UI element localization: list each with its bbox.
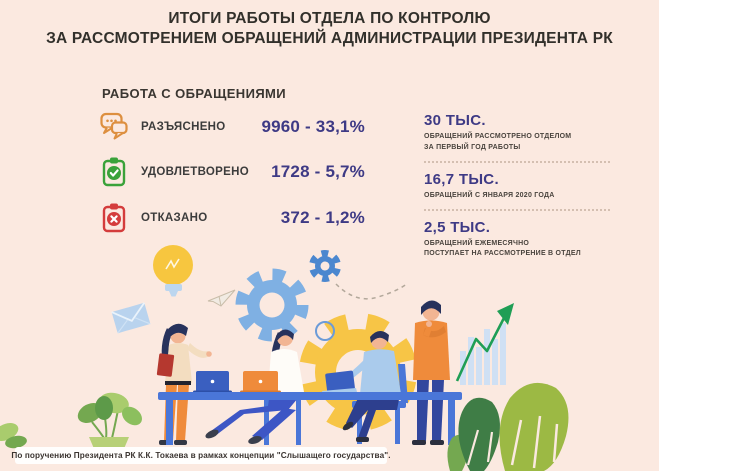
laptop-tilted-illustration xyxy=(322,370,357,394)
gear-icon-large-blue xyxy=(235,268,309,342)
dotted-divider xyxy=(424,208,610,211)
stat-label: УДОВЛЕТВОРЕНО xyxy=(141,166,249,178)
stat-row-explained: РАЗЪЯСНЕНО 9960 - 33,1% xyxy=(99,110,365,144)
total-desc-text: ОТДЕЛОМ xyxy=(532,133,572,140)
chat-bubbles-icon xyxy=(100,112,128,139)
total-value: 16,7 ТЫС. xyxy=(424,170,499,188)
total-desc-line2: ЗА ПЕРВЫЙ ГОД РАБОТЫ xyxy=(424,143,521,151)
paper-plane-icon xyxy=(207,289,236,307)
work-section-heading: РАБОТА С ОБРАЩЕНИЯМИ xyxy=(102,86,287,101)
plant-pot-illustration xyxy=(77,392,142,451)
stat-label: ОТКАЗАНО xyxy=(141,212,208,224)
total-desc-text: ОБРАЩЕНИЙ С ЯНВАРЯ 2020 ГОДА xyxy=(424,191,555,199)
total-value: 2,5 ТЫС. xyxy=(424,218,491,236)
office-team-illustration xyxy=(0,245,569,471)
total-desc-bold: ЕЖЕМЕСЯЧНО xyxy=(474,239,530,247)
growth-chart-illustration xyxy=(455,303,514,385)
trend-line xyxy=(455,315,507,382)
total-value: 30 ТЫС. xyxy=(424,112,486,129)
total-desc-text: ОБРАЩЕНИЙ xyxy=(424,239,475,247)
stat-value: 372 - 1,2% xyxy=(280,208,365,227)
total-desc-text: ОБРАЩЕНИЙ xyxy=(424,133,475,140)
sitting-man-illustration xyxy=(339,330,401,442)
total-description: ОБРАЩЕНИЙ РАССМОТРЕНО ОТДЕЛОМ ЗА ПЕРВЫЙ … xyxy=(424,132,610,154)
total-desc-bold: РАССМОТРЕНО xyxy=(474,133,533,140)
green-arrow-icon xyxy=(497,303,514,325)
circle-outline-decoration xyxy=(315,321,335,341)
clipboard-check-icon xyxy=(102,157,126,186)
total-desc-line2: ПОСТУПАЕТ НА РАССМОТРЕНИЕ В ОТДЕЛ xyxy=(424,250,581,258)
laptop-navy-illustration xyxy=(193,371,232,394)
total-block-first-year: 30 ТЫС. ОБРАЩЕНИЙ РАССМОТРЕНО ОТДЕЛОМ ЗА… xyxy=(424,112,610,154)
stat-label: РАЗЪЯСНЕНО xyxy=(141,121,226,133)
table-illustration xyxy=(158,392,462,445)
footer-caption-box: По поручению Президента РК К.К. Токаева … xyxy=(11,447,390,464)
dashed-path-decoration xyxy=(335,282,409,300)
total-block-since-2020: 16,7 ТЫС. ОБРАЩЕНИЙ С ЯНВАРЯ 2020 ГОДА xyxy=(424,171,610,202)
total-block-monthly: 2,5 ТЫС. ОБРАЩЕНИЙ ЕЖЕМЕСЯЧНО ПОСТУПАЕТ … xyxy=(424,219,610,261)
totals-column: 30 ТЫС. ОБРАЩЕНИЙ РАССМОТРЕНО ОТДЕЛОМ ЗА… xyxy=(424,112,610,260)
page-title: ИТОГИ РАБОТЫ ОТДЕЛА ПО КОНТРОЛЮ ЗА РАССМ… xyxy=(0,9,659,49)
standing-man-illustration xyxy=(412,300,450,445)
gear-icon-small-blue xyxy=(309,250,341,282)
corner-leaves-illustration xyxy=(0,422,27,449)
dotted-divider xyxy=(424,160,610,163)
footer-caption-text: По поручению Президента РК К.К. Токаева … xyxy=(11,451,391,460)
laptop-orange-illustration xyxy=(240,371,281,394)
clipboard-cross-icon xyxy=(102,203,126,232)
lightbulb-icon xyxy=(153,245,193,297)
stat-value: 9960 - 33,1% xyxy=(261,117,365,136)
total-description: ОБРАЩЕНИЙ С ЯНВАРЯ 2020 ГОДА xyxy=(424,191,610,202)
monstera-leaves-illustration xyxy=(447,382,569,471)
stat-value: 1728 - 5,7% xyxy=(271,162,365,181)
total-description: ОБРАЩЕНИЙ ЕЖЕМЕСЯЧНО ПОСТУПАЕТ НА РАССМО… xyxy=(424,239,610,261)
page-title-line1: ИТОГИ РАБОТЫ ОТДЕЛА ПО КОНТРОЛЮ xyxy=(168,10,491,27)
envelope-icon xyxy=(111,302,151,334)
page-title-line2: ЗА РАССМОТРЕНИЕМ ОБРАЩЕНИЙ АДМИНИСТРАЦИИ… xyxy=(46,29,613,47)
stat-row-satisfied: УДОВЛЕТВОРЕНО 1728 - 5,7% xyxy=(99,155,365,189)
stat-row-refused: ОТКАЗАНО 372 - 1,2% xyxy=(99,201,365,235)
